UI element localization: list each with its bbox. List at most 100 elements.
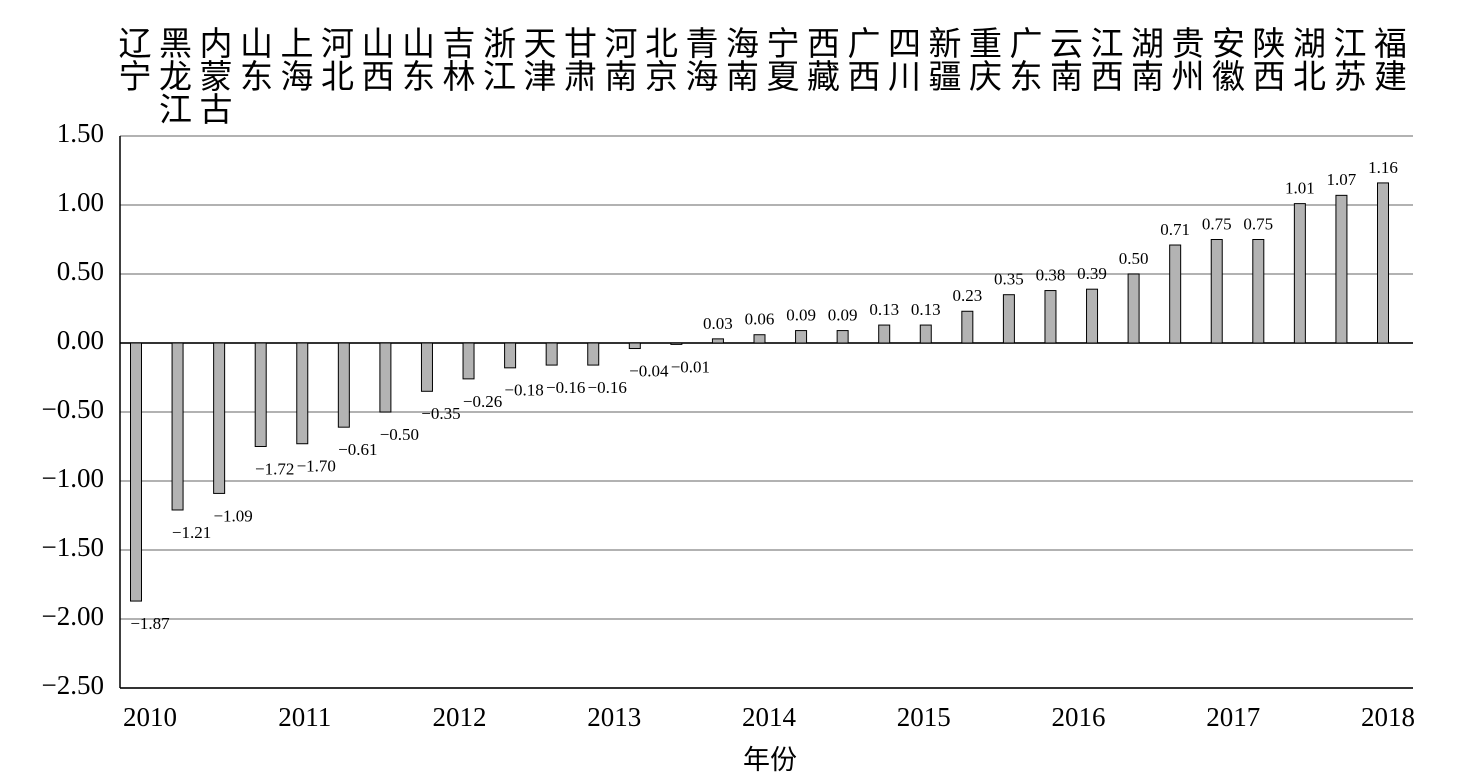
y-tick-label: 1.00 <box>57 187 104 217</box>
x-tick-label: 2015 <box>897 702 951 732</box>
province-label: 吉林 <box>437 26 476 92</box>
province-label: 山西 <box>356 26 394 92</box>
value-label: 0.75 <box>1243 214 1273 233</box>
province-label: 山东 <box>397 26 434 92</box>
value-label: −0.01 <box>671 357 710 376</box>
bar <box>961 310 974 344</box>
bar <box>587 342 600 366</box>
bar <box>1086 288 1099 344</box>
bar <box>1002 294 1015 344</box>
province-label: 安徽 <box>1207 26 1246 92</box>
province-label: 河北 <box>316 26 354 92</box>
bar <box>670 342 683 345</box>
y-tick-label: 1.50 <box>57 118 104 148</box>
province-label: 河南 <box>599 26 637 92</box>
value-label: 0.06 <box>745 310 775 329</box>
bar <box>919 324 932 344</box>
province-label: 黑龙江 <box>154 26 192 125</box>
province-label: 陕西 <box>1247 26 1285 92</box>
bar <box>420 342 433 392</box>
x-tick-label: 2018 <box>1361 702 1415 732</box>
province-label: 新疆 <box>923 26 961 92</box>
bar <box>1210 239 1223 344</box>
province-label: 江西 <box>1085 26 1123 92</box>
bar <box>753 334 766 344</box>
bar <box>1335 194 1348 344</box>
province-label: 重庆 <box>964 26 1003 92</box>
province-label: 宁夏 <box>761 26 799 92</box>
province-label: 辽宁 <box>113 26 151 92</box>
y-tick-label: 0.50 <box>57 256 104 286</box>
value-label: 0.39 <box>1077 264 1107 283</box>
province-label: 广东 <box>1004 26 1042 92</box>
value-label: −0.50 <box>380 425 419 444</box>
x-tick-label: 2013 <box>587 702 641 732</box>
x-tick-label: 2012 <box>433 702 487 732</box>
province-label: 海南 <box>721 26 759 92</box>
value-label: 0.38 <box>1036 265 1066 284</box>
bar <box>337 342 350 428</box>
bar <box>836 330 849 344</box>
value-label: 1.07 <box>1327 170 1357 189</box>
bar <box>1377 182 1389 344</box>
province-label: 广西 <box>842 26 880 92</box>
value-label: 0.09 <box>786 305 816 324</box>
value-label: 0.13 <box>911 300 941 319</box>
bar <box>1252 239 1265 344</box>
x-tick-label: 2011 <box>278 702 331 732</box>
value-label: 0.50 <box>1119 249 1149 268</box>
x-tick-label: 2016 <box>1052 702 1106 732</box>
bar <box>1169 244 1182 344</box>
bar <box>1127 273 1140 344</box>
value-label: −0.04 <box>629 361 669 380</box>
bar <box>379 342 392 413</box>
value-label: 0.03 <box>703 314 733 333</box>
province-label: 山东 <box>235 26 272 92</box>
bar <box>130 342 142 602</box>
value-label: −1.09 <box>213 506 252 525</box>
province-label: 内蒙古 <box>194 26 232 125</box>
y-tick-label: −2.50 <box>42 670 104 700</box>
y-tick-label: 0.00 <box>57 325 104 355</box>
value-label: 0.23 <box>952 286 982 305</box>
province-label: 西藏 <box>802 26 840 92</box>
value-label: −1.70 <box>297 457 336 476</box>
value-label: −0.26 <box>463 392 502 411</box>
value-label: −1.21 <box>172 523 211 542</box>
value-label: −0.16 <box>588 378 627 397</box>
bar <box>462 342 475 380</box>
province-label: 上海 <box>275 26 313 92</box>
bar <box>878 324 891 344</box>
bar <box>213 342 226 494</box>
province-label: 贵州 <box>1166 26 1205 92</box>
province-label: 湖南 <box>1126 26 1164 92</box>
value-label: −0.35 <box>421 404 460 423</box>
province-label: 四川 <box>883 26 922 92</box>
value-label: −0.61 <box>338 440 377 459</box>
province-label: 湖北 <box>1288 26 1326 92</box>
value-label: 0.09 <box>828 305 858 324</box>
x-axis-label: 年份 <box>743 745 797 775</box>
bar <box>504 342 517 369</box>
value-label: 0.71 <box>1160 220 1190 239</box>
x-tick-label: 2014 <box>742 702 797 732</box>
bar <box>628 342 641 350</box>
province-label: 青海 <box>680 26 718 92</box>
value-label: −0.16 <box>546 378 585 397</box>
value-label: 1.16 <box>1368 158 1398 177</box>
province-label: 江苏 <box>1328 26 1366 92</box>
province-label: 甘肃 <box>559 26 597 92</box>
x-tick-label: 2017 <box>1206 702 1260 732</box>
bar <box>254 342 267 447</box>
value-label: −0.18 <box>504 381 543 400</box>
x-tick-label: 2010 <box>123 702 177 732</box>
bar <box>1044 290 1057 344</box>
bar <box>296 342 309 445</box>
province-label: 云南 <box>1045 26 1083 92</box>
bar <box>171 342 184 511</box>
bar <box>711 338 724 344</box>
bar <box>545 342 558 366</box>
province-label: 福建 <box>1369 26 1408 92</box>
value-label: 0.13 <box>869 300 899 319</box>
